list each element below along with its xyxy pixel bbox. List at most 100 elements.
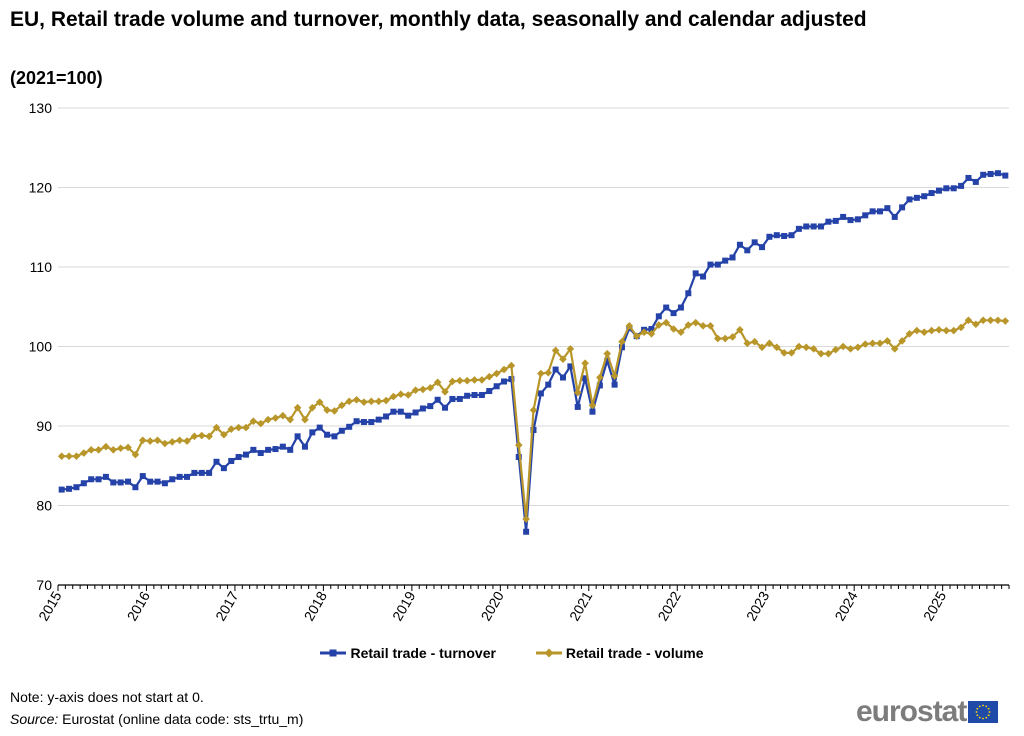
data-point[interactable] xyxy=(523,528,530,535)
data-point[interactable] xyxy=(515,454,522,461)
data-point[interactable] xyxy=(419,405,426,412)
data-point[interactable] xyxy=(610,372,619,380)
data-point[interactable] xyxy=(758,343,766,352)
data-point[interactable] xyxy=(765,339,774,348)
data-point[interactable] xyxy=(419,385,427,394)
data-point[interactable] xyxy=(153,436,162,445)
data-point[interactable] xyxy=(913,194,920,201)
data-point[interactable] xyxy=(729,254,736,261)
data-point[interactable] xyxy=(324,431,331,438)
data-point[interactable] xyxy=(124,443,132,452)
data-point[interactable] xyxy=(581,359,589,367)
data-point[interactable] xyxy=(567,363,574,370)
data-point[interactable] xyxy=(279,443,286,450)
data-point[interactable] xyxy=(640,328,648,336)
data-point[interactable] xyxy=(596,373,604,382)
data-point[interactable] xyxy=(352,395,361,404)
data-point[interactable] xyxy=(382,396,390,405)
data-point[interactable] xyxy=(184,473,191,480)
data-point[interactable] xyxy=(714,261,721,268)
data-point[interactable] xyxy=(109,446,118,454)
data-point[interactable] xyxy=(448,377,457,386)
data-point[interactable] xyxy=(346,423,353,430)
data-point[interactable] xyxy=(72,452,81,461)
data-point[interactable] xyxy=(176,473,183,480)
data-point[interactable] xyxy=(168,438,177,446)
data-point[interactable] xyxy=(353,418,360,425)
data-point[interactable] xyxy=(228,457,235,464)
data-point[interactable] xyxy=(161,439,169,448)
data-point[interactable] xyxy=(920,328,929,336)
data-point[interactable] xyxy=(242,423,250,432)
data-point[interactable] xyxy=(884,205,891,212)
data-point[interactable] xyxy=(470,376,479,384)
data-point[interactable] xyxy=(368,419,375,426)
data-point[interactable] xyxy=(714,334,722,343)
data-point[interactable] xyxy=(773,232,780,239)
data-point[interactable] xyxy=(323,406,331,414)
data-point[interactable] xyxy=(854,216,861,223)
data-point[interactable] xyxy=(736,241,743,248)
data-point[interactable] xyxy=(817,349,825,358)
data-point[interactable] xyxy=(840,213,847,220)
data-point[interactable] xyxy=(529,406,538,414)
data-point[interactable] xyxy=(854,343,862,352)
data-point[interactable] xyxy=(331,433,338,440)
data-point[interactable] xyxy=(943,185,950,192)
data-point[interactable] xyxy=(383,413,390,420)
data-point[interactable] xyxy=(234,423,243,432)
data-point[interactable] xyxy=(80,449,88,457)
data-point[interactable] xyxy=(338,427,345,434)
data-point[interactable] xyxy=(810,223,817,230)
data-point[interactable] xyxy=(751,239,758,246)
data-point[interactable] xyxy=(279,411,287,420)
data-point[interactable] xyxy=(139,473,146,480)
data-point[interactable] xyxy=(781,232,788,239)
data-point[interactable] xyxy=(227,425,236,433)
data-point[interactable] xyxy=(839,342,847,351)
data-point[interactable] xyxy=(345,397,353,406)
data-point[interactable] xyxy=(73,484,80,491)
data-point[interactable] xyxy=(242,451,249,458)
data-point[interactable] xyxy=(545,381,552,388)
data-point[interactable] xyxy=(309,429,316,436)
data-point[interactable] xyxy=(692,270,699,277)
data-point[interactable] xyxy=(514,441,523,449)
data-point[interactable] xyxy=(88,476,95,483)
data-point[interactable] xyxy=(604,357,611,364)
data-point[interactable] xyxy=(206,469,213,476)
data-point[interactable] xyxy=(360,419,367,426)
data-point[interactable] xyxy=(972,320,980,329)
data-point[interactable] xyxy=(117,479,124,486)
data-point[interactable] xyxy=(57,452,66,461)
data-point[interactable] xyxy=(360,398,368,406)
data-point[interactable] xyxy=(582,375,589,382)
data-point[interactable] xyxy=(825,218,832,225)
data-point[interactable] xyxy=(286,415,295,424)
data-point[interactable] xyxy=(110,479,117,486)
data-point[interactable] xyxy=(788,232,795,239)
data-point[interactable] xyxy=(508,376,515,383)
data-point[interactable] xyxy=(559,355,567,364)
data-point[interactable] xyxy=(493,383,500,390)
data-point[interactable] xyxy=(759,244,766,251)
data-point[interactable] xyxy=(411,386,420,395)
data-point[interactable] xyxy=(1001,317,1010,325)
data-point[interactable] xyxy=(94,446,103,454)
data-point[interactable] xyxy=(390,408,397,415)
data-point[interactable] xyxy=(116,444,125,453)
data-point[interactable] xyxy=(772,343,781,352)
data-point[interactable] xyxy=(293,403,302,412)
data-point[interactable] xyxy=(921,193,928,200)
data-point[interactable] xyxy=(522,515,530,523)
data-point[interactable] xyxy=(700,273,707,280)
data-point[interactable] xyxy=(551,346,560,355)
data-point[interactable] xyxy=(927,326,936,335)
data-point[interactable] xyxy=(405,412,412,419)
data-point[interactable] xyxy=(899,204,906,211)
data-point[interactable] xyxy=(132,484,139,491)
data-point[interactable] xyxy=(935,326,943,334)
data-point[interactable] xyxy=(818,223,825,230)
data-point[interactable] xyxy=(65,452,73,461)
data-point[interactable] xyxy=(146,437,154,445)
